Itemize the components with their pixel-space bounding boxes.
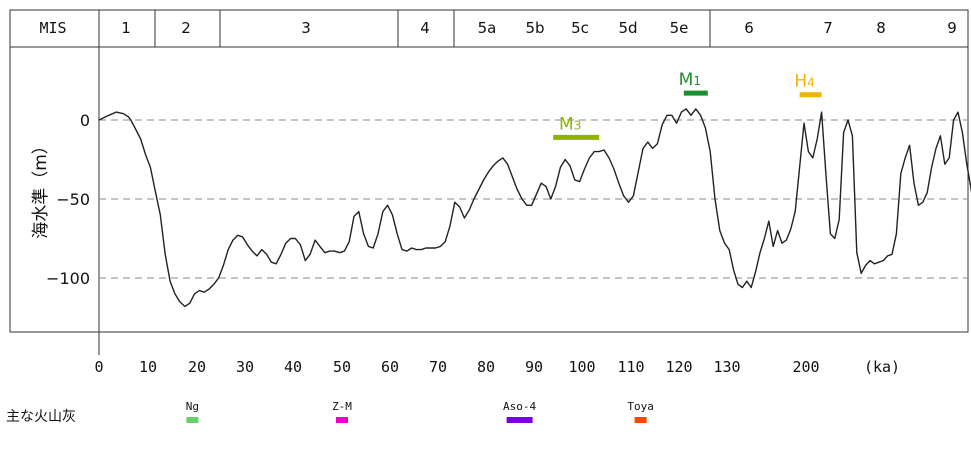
- marker-subscript: 3: [574, 118, 582, 132]
- tephra-name: Aso-4: [503, 400, 536, 413]
- mis-stage-5a: 5a: [478, 19, 497, 37]
- x-tick-label: 130: [713, 358, 740, 376]
- marker-subscript: 1: [693, 74, 701, 88]
- mis-stage-9: 9: [947, 19, 957, 37]
- x-tick-label: 120: [665, 358, 692, 376]
- sea-level-line: [98, 108, 971, 308]
- mis-stage-5d: 5d: [618, 19, 637, 37]
- x-tick-label: 10: [139, 358, 157, 376]
- mis-stage-8: 8: [876, 19, 886, 37]
- tephra-name: Z-M: [332, 400, 352, 413]
- x-tick-label: 50: [333, 358, 351, 376]
- x-tick-label: 70: [429, 358, 447, 376]
- mis-stage-1: 1: [121, 19, 131, 37]
- mis-stage-5e: 5e: [670, 19, 689, 37]
- x-tick-label: 200: [792, 358, 819, 376]
- x-tick-label: 90: [525, 358, 543, 376]
- marker-label-M1: M1: [679, 70, 701, 90]
- mis-stage-5c: 5c: [571, 19, 589, 37]
- x-tick-label: 40: [284, 358, 302, 376]
- x-unit-label: (ka): [864, 358, 900, 376]
- x-tick-label: 30: [236, 358, 254, 376]
- mis-stage-2: 2: [181, 19, 191, 37]
- tephra-name: Toya: [627, 400, 654, 413]
- tephra-bar-z-m: [336, 417, 348, 423]
- mis-stage-7: 7: [823, 19, 833, 37]
- mis-label: MIS: [39, 19, 66, 37]
- y-tick-label: −50: [56, 190, 90, 209]
- x-tick-label: 60: [381, 358, 399, 376]
- mis-stage-4: 4: [420, 19, 430, 37]
- x-tick-label: 80: [477, 358, 495, 376]
- x-tick-label: 20: [188, 358, 206, 376]
- y-tick-label: 0: [80, 111, 90, 130]
- mis-stage-3: 3: [301, 19, 311, 37]
- tephra-bar-aso-4: [506, 417, 533, 423]
- marker-label-M3: M3: [559, 114, 581, 134]
- mis-stage-5b: 5b: [525, 19, 544, 37]
- x-tick-label: 0: [94, 358, 103, 376]
- marker-subscript: 4: [807, 76, 815, 90]
- tephra-row-label: 主な火山灰: [6, 409, 76, 425]
- marker-letter: H: [794, 72, 807, 92]
- y-tick-label: −100: [46, 269, 90, 288]
- y-axis-label: 海水準（m）: [31, 137, 51, 239]
- tephra-bar-ng: [186, 417, 199, 423]
- marker-letter: M: [559, 114, 574, 134]
- marker-label-H4: H4: [794, 72, 814, 92]
- marker-letter: M: [679, 70, 694, 90]
- tephra-bar-toya: [634, 417, 647, 423]
- tephra-name: Ng: [186, 400, 199, 413]
- mis-stage-6: 6: [744, 19, 754, 37]
- x-tick-label: 110: [617, 358, 644, 376]
- x-tick-label: 100: [568, 358, 595, 376]
